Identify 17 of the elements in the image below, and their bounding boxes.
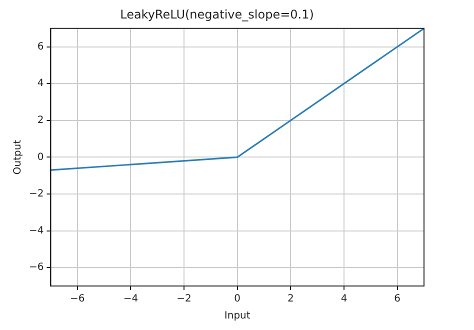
y-tick-label: −6 bbox=[28, 262, 44, 274]
x-tick-label: −6 bbox=[70, 294, 85, 305]
x-tick-label: −4 bbox=[123, 294, 138, 305]
x-tick-label: 6 bbox=[394, 294, 401, 305]
y-tick-label: −4 bbox=[28, 225, 44, 236]
chart-title: LeakyReLU(negative_slope=0.1) bbox=[120, 7, 314, 22]
y-tick-label: 2 bbox=[37, 114, 44, 126]
y-tick-label: 0 bbox=[37, 152, 44, 163]
y-tick-label: 6 bbox=[37, 41, 44, 52]
y-tick-label: 4 bbox=[37, 78, 44, 90]
x-axis-title: Input bbox=[224, 310, 250, 322]
y-tick-label: −2 bbox=[28, 188, 44, 200]
x-tick-label: 2 bbox=[288, 294, 294, 305]
y-axis-title: Output bbox=[12, 140, 24, 175]
x-tick-label: −2 bbox=[176, 294, 192, 305]
x-tick-label: 0 bbox=[234, 294, 241, 305]
x-tick-label: 4 bbox=[340, 294, 348, 305]
